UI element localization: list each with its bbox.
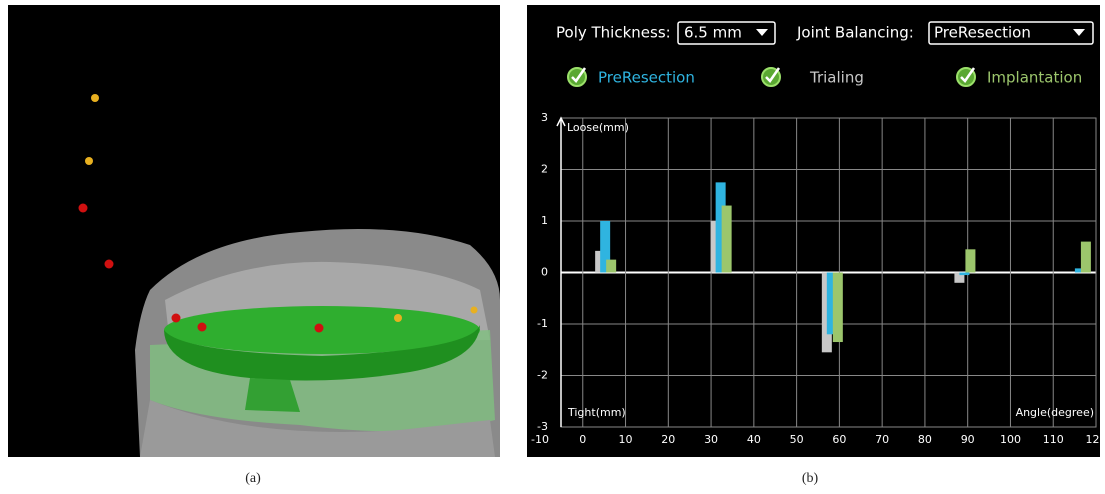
legend-checkbox[interactable]: PreResection (567, 67, 695, 87)
control-label: Poly Thickness: (556, 24, 671, 42)
legend-checkbox[interactable]: Trialing (761, 67, 864, 87)
render-3d (8, 5, 500, 457)
dropdown[interactable]: PreResection (928, 21, 1094, 45)
y-tick-label: -2 (537, 369, 548, 382)
y-tick-label: 1 (541, 214, 548, 227)
check-mark (765, 67, 781, 83)
bar (826, 272, 837, 335)
x-tick-label: 90 (961, 433, 975, 446)
x-tick-label: 40 (747, 433, 761, 446)
x-tick-label: 0 (579, 433, 586, 446)
bar (715, 182, 726, 273)
axis-label: Tight(mm) (567, 406, 626, 419)
bar (1074, 268, 1085, 273)
x-tick-label: 120 (1086, 433, 1105, 446)
y-tick-label: 2 (541, 163, 548, 176)
x-tick-label: 10 (619, 433, 633, 446)
bar (965, 249, 976, 273)
y-tick-label: 0 (541, 266, 548, 279)
x-tick-label: 100 (1000, 433, 1021, 446)
bar (600, 221, 611, 273)
bar (832, 272, 843, 343)
x-tick-label: 60 (832, 433, 846, 446)
panel-label: (a) (245, 471, 261, 486)
panel-label: (b) (802, 471, 819, 486)
x-tick-label: 110 (1043, 433, 1064, 446)
x-tick-label: -10 (531, 433, 549, 446)
check-mark (571, 67, 587, 83)
legend-checkbox[interactable]: Implantation (956, 67, 1082, 87)
app-window (527, 5, 1100, 457)
bar (721, 205, 732, 273)
x-tick-label: 50 (790, 433, 804, 446)
control-label: Joint Balancing: (796, 24, 914, 42)
legend-label: Trialing (809, 69, 864, 87)
bar (606, 259, 617, 273)
bar (959, 272, 970, 276)
y-axis-arrow (556, 116, 566, 127)
x-tick-label: 30 (704, 433, 718, 446)
axis-label: Loose(mm) (567, 121, 629, 134)
legend-label: Implantation (987, 69, 1082, 87)
dropdown-value: 6.5 mm (684, 24, 742, 42)
y-tick-label: 3 (541, 111, 548, 124)
y-tick-label: -3 (537, 420, 548, 433)
dropdown-value: PreResection (934, 24, 1031, 42)
bar (1080, 241, 1091, 273)
x-tick-label: 20 (661, 433, 675, 446)
y-tick-label: -1 (537, 317, 548, 330)
bar (954, 272, 965, 283)
dropdown[interactable]: 6.5 mm (677, 21, 776, 45)
legend-label: PreResection (598, 69, 695, 87)
check-mark (960, 67, 976, 83)
axis-label: Angle(degree) (1016, 406, 1094, 419)
x-tick-label: 70 (875, 433, 889, 446)
x-tick-label: 80 (918, 433, 932, 446)
